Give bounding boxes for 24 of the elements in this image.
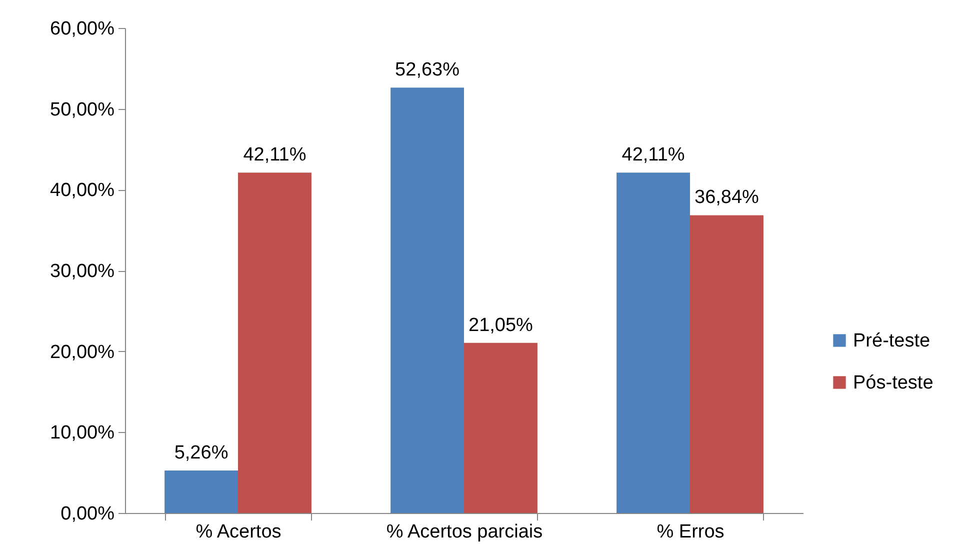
y-tick-label: 0,00% — [60, 504, 115, 524]
y-tick-label: 30,00% — [50, 261, 115, 282]
data-label: 5,26% — [174, 442, 228, 464]
y-tick-label: 10,00% — [50, 422, 115, 444]
data-label: 36,84% — [694, 187, 760, 208]
y-tick-label: 60,00% — [50, 18, 115, 40]
bar — [164, 470, 238, 513]
bar — [616, 172, 690, 513]
bar — [390, 88, 464, 513]
data-label: 42,11% — [243, 144, 306, 166]
y-tick-label: 40,00% — [50, 180, 115, 202]
y-tick-label: 20,00% — [50, 342, 115, 363]
legend-label: Pré-teste — [853, 330, 930, 352]
legend-label: Pós-teste — [853, 372, 934, 394]
bar — [238, 172, 312, 513]
x-tick-label: % Acertos parciais — [386, 522, 543, 542]
y-tick-label: 50,00% — [50, 99, 115, 120]
data-label: 21,05% — [468, 314, 534, 336]
data-label: 52,63% — [395, 60, 460, 81]
bar — [464, 342, 538, 513]
x-tick-label: % Erros — [656, 522, 724, 542]
x-tick-label: % Acertos — [196, 522, 282, 542]
bar — [690, 215, 764, 513]
data-label: 42,11% — [622, 144, 685, 166]
